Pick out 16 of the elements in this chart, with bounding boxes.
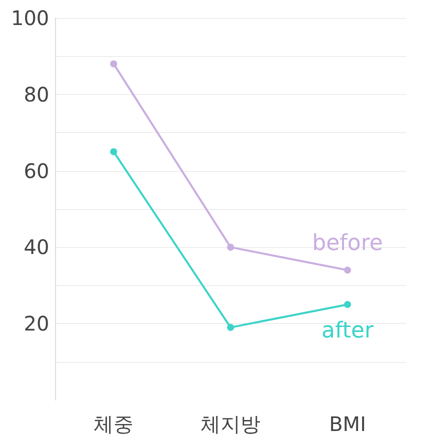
- y-tick-label: 20: [24, 312, 50, 336]
- point: [227, 244, 234, 251]
- point: [227, 324, 234, 331]
- y-tick-label: 100: [10, 6, 50, 30]
- point: [344, 301, 352, 308]
- point: [344, 266, 352, 274]
- x-tick-label: 체지방: [200, 412, 261, 436]
- point: [110, 148, 118, 156]
- y-tick-label: 60: [24, 158, 50, 183]
- y-tick-label: 40: [24, 235, 50, 260]
- series-label: after: [322, 318, 375, 344]
- y-tick-label: 80: [24, 82, 50, 106]
- x-tick-label: BMI: [329, 412, 366, 436]
- point: [110, 60, 118, 68]
- x-tick-label: 체중: [94, 412, 134, 436]
- series-label: before: [312, 231, 383, 256]
